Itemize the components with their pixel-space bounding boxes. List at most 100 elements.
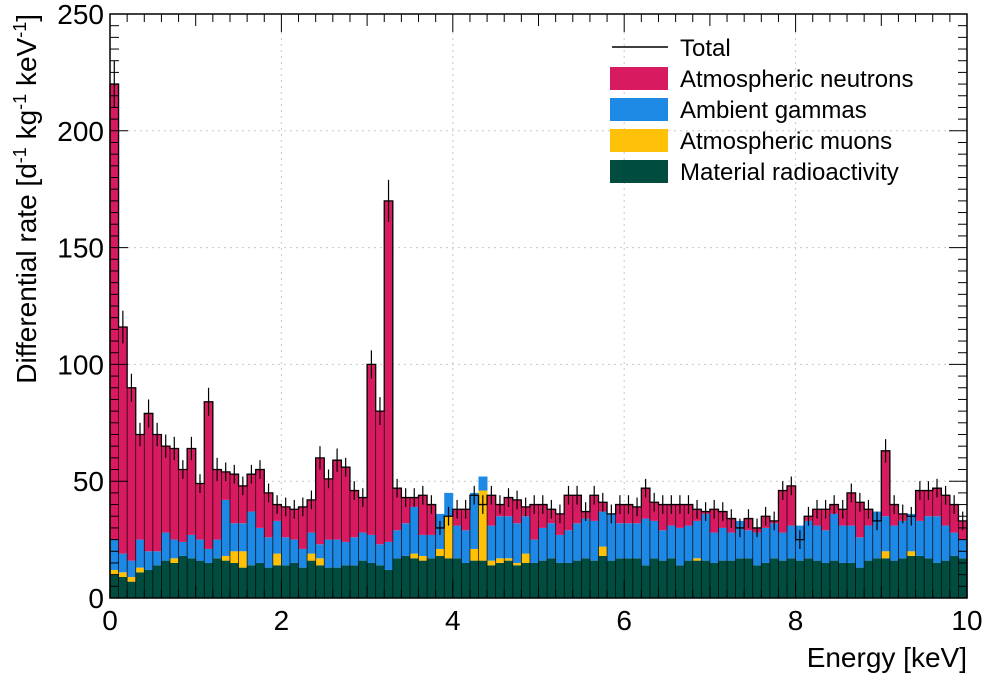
bar-radioactivity <box>932 562 942 598</box>
histogram-bars <box>110 84 968 598</box>
bar-muons <box>521 553 531 563</box>
bar-neutrons <box>709 509 719 533</box>
bar-neutrons <box>152 434 162 552</box>
bar-radioactivity <box>444 558 454 598</box>
bar-neutrons <box>135 434 145 540</box>
bar-radioactivity <box>907 555 916 598</box>
bar-neutrons <box>384 200 394 542</box>
bar-radioactivity <box>847 562 856 598</box>
bar-neutrons <box>238 485 248 524</box>
bar-muons <box>435 548 445 556</box>
bar-neutrons <box>889 504 899 526</box>
bar-gammas <box>898 520 908 559</box>
bar-radioactivity <box>418 560 428 598</box>
bar-neutrons <box>847 492 856 526</box>
bar-gammas <box>281 537 291 566</box>
bar-gammas <box>401 523 411 556</box>
bar-radioactivity <box>624 558 634 598</box>
bar-gammas <box>152 551 162 566</box>
bar-gammas <box>692 520 702 559</box>
bar-gammas <box>375 544 385 566</box>
bar-radioactivity <box>735 558 745 598</box>
bar-neutrons <box>461 509 471 531</box>
y-axis-title: Differential rate [d-1 kg-1 keV-1] <box>10 14 42 384</box>
bar-neutrons <box>658 504 668 531</box>
bar-radioactivity <box>452 558 462 598</box>
bar-radioactivity <box>118 576 128 598</box>
bar-gammas <box>718 527 728 561</box>
bar-radioactivity <box>495 562 505 598</box>
bar-radioactivity <box>307 560 317 598</box>
bar-gammas <box>632 523 642 559</box>
bar-gammas <box>367 534 377 563</box>
bar-neutrons <box>118 327 128 554</box>
bar-gammas <box>247 511 257 566</box>
bar-radioactivity <box>401 555 411 598</box>
bar-neutrons <box>144 413 154 552</box>
bar-neutrons <box>855 502 865 538</box>
bar-gammas <box>667 525 677 559</box>
bar-neutrons <box>375 411 385 545</box>
bar-radioactivity <box>358 560 368 598</box>
bar-gammas <box>847 525 856 563</box>
y-axis-title-sup: -1 <box>10 22 30 38</box>
bar-radioactivity <box>581 558 591 598</box>
bar-neutrons <box>315 457 325 545</box>
bar-gammas <box>521 516 531 554</box>
bar-gammas <box>444 492 454 517</box>
bar-gammas <box>589 520 599 561</box>
bar-neutrons <box>392 488 402 531</box>
bar-neutrons <box>289 509 299 540</box>
bar-neutrons <box>572 495 582 524</box>
bar-neutrons <box>281 506 291 538</box>
bar-neutrons <box>178 469 188 542</box>
bar-gammas <box>289 539 299 563</box>
bar-neutrons <box>881 450 891 517</box>
bar-neutrons <box>538 504 548 528</box>
bar-radioactivity <box>718 560 728 598</box>
bar-radioactivity <box>795 560 805 598</box>
bar-radioactivity <box>264 567 274 598</box>
bar-neutrons <box>941 495 951 526</box>
bar-muons <box>221 555 231 561</box>
bar-gammas <box>349 537 359 566</box>
bar-gammas <box>872 511 882 559</box>
bar-gammas <box>624 523 634 559</box>
bar-neutrons <box>787 485 796 526</box>
bar-radioactivity <box>564 562 574 598</box>
bar-radioactivity <box>864 560 874 598</box>
y-tick-label: 100 <box>57 349 104 380</box>
bar-neutrons <box>667 504 677 526</box>
bar-neutrons <box>298 506 308 549</box>
bar-gammas <box>229 523 239 552</box>
bar-gammas <box>547 523 557 559</box>
bar-gammas <box>144 551 154 570</box>
bar-radioactivity <box>247 565 257 598</box>
bar-radioactivity <box>187 558 197 598</box>
bar-gammas <box>821 530 831 563</box>
bar-gammas <box>212 539 222 559</box>
bar-radioactivity <box>804 558 814 598</box>
bar-gammas <box>572 523 582 561</box>
bar-muons <box>469 548 479 561</box>
bar-gammas <box>452 525 462 559</box>
bar-gammas <box>812 525 822 561</box>
bar-radioactivity <box>469 560 479 598</box>
bar-muons <box>444 516 454 559</box>
bar-gammas <box>341 541 351 566</box>
y-axis-title-sup: -1 <box>10 147 30 163</box>
bar-neutrons <box>641 488 651 519</box>
bar-muons <box>598 546 608 556</box>
bar-radioactivity <box>144 569 154 598</box>
bar-muons <box>169 558 179 563</box>
y-axis-title-part: Differential rate [d <box>11 163 42 384</box>
bar-gammas <box>264 537 274 568</box>
bar-radioactivity <box>255 562 265 598</box>
bar-gammas <box>178 541 188 556</box>
bar-neutrons <box>401 497 411 524</box>
bar-gammas <box>649 520 659 559</box>
bar-gammas <box>384 541 394 570</box>
bar-neutrons <box>675 504 685 528</box>
bar-neutrons <box>487 495 497 526</box>
bar-neutrons <box>924 490 934 517</box>
